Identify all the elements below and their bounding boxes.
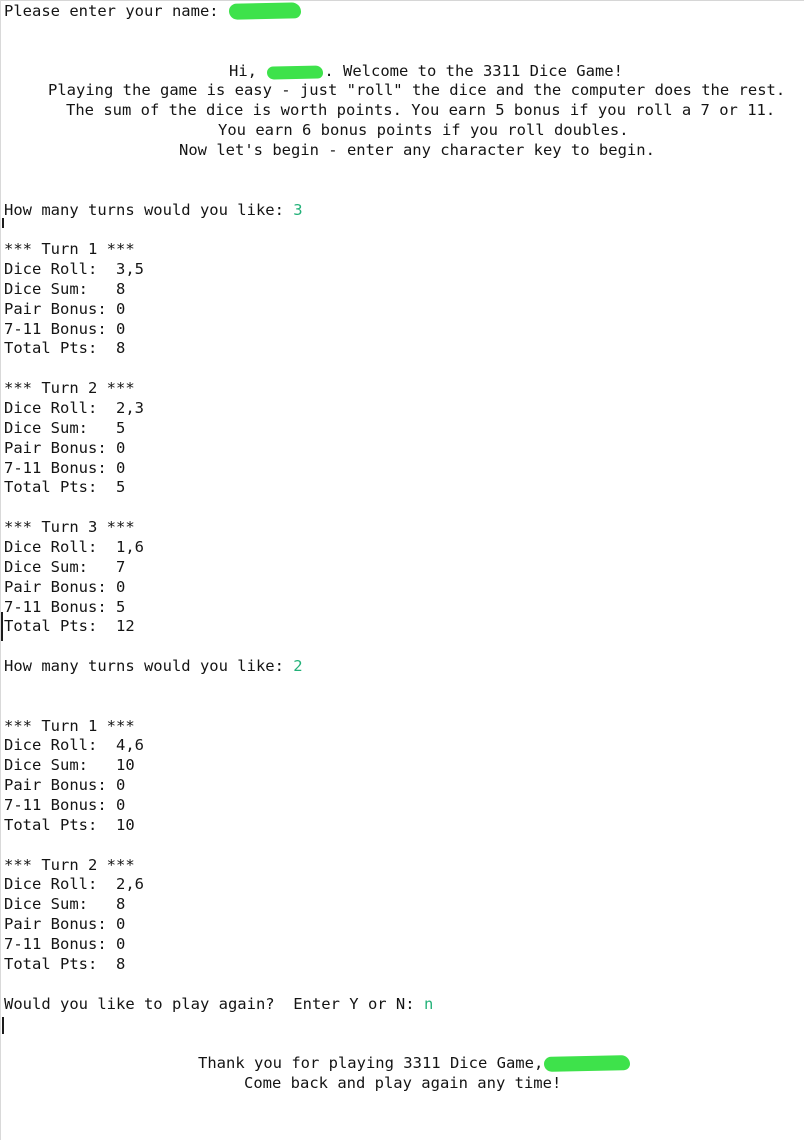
console-line: Dice Roll: 2,3: [4, 399, 144, 419]
console-text: Dice Roll: 1,6: [4, 537, 144, 556]
console-line: 7-11 Bonus: 0: [4, 935, 125, 955]
console-line: 7-11 Bonus: 0: [4, 459, 125, 479]
redaction-highlight: [544, 1055, 631, 1072]
console-text: Playing the game is easy - just "roll" t…: [48, 81, 786, 100]
console-text: 7-11 Bonus: 0: [4, 934, 126, 953]
console-text: Thank you for playing 3311 Dice Game,: [198, 1054, 544, 1073]
console-line: Total Pts: 8: [4, 955, 125, 975]
user-input-value: 3: [293, 200, 303, 219]
console-line: Come back and play again any time!: [244, 1074, 561, 1094]
console-line: Total Pts: 10: [4, 816, 135, 836]
console-line: Pair Bonus: 0: [4, 439, 125, 459]
console-text: *** Turn 2 ***: [4, 855, 135, 874]
redaction-highlight: [228, 2, 302, 20]
console-text: Come back and play again any time!: [244, 1073, 562, 1092]
console-line: Dice Roll: 2,6: [4, 875, 144, 895]
console-line: How many turns would you like: 2: [4, 657, 303, 677]
console-line: Dice Sum: 8: [4, 280, 125, 300]
console-line: Please enter your name:: [4, 2, 302, 22]
console-line: Dice Sum: 5: [4, 419, 125, 439]
console-line: Pair Bonus: 0: [4, 776, 125, 796]
console-text: *** Turn 1 ***: [4, 240, 135, 259]
console-text: Dice Sum: 7: [4, 557, 126, 576]
console-line: Dice Sum: 8: [4, 895, 125, 915]
console-text: Pair Bonus: 0: [4, 438, 126, 457]
console-text: How many turns would you like:: [4, 657, 294, 676]
console-line: Total Pts: 5: [4, 478, 125, 498]
console-line: Hi, . Welcome to the 3311 Dice Game!: [229, 62, 623, 82]
console-text: Would you like to play again? Enter Y or…: [4, 994, 424, 1013]
console-text: Dice Sum: 10: [4, 756, 135, 775]
console-line: *** Turn 2 ***: [4, 856, 135, 876]
console-text: Please enter your name:: [4, 2, 228, 20]
console-text: Pair Bonus: 0: [4, 776, 126, 795]
console-text: The sum of the dice is worth points. You…: [66, 101, 776, 120]
console-line: Would you like to play again? Enter Y or…: [4, 995, 433, 1015]
console-line: The sum of the dice is worth points. You…: [66, 101, 775, 121]
console-line: How many turns would you like: 3: [4, 201, 303, 221]
console-line: Dice Roll: 3,5: [4, 260, 144, 280]
console-text: 7-11 Bonus: 0: [4, 319, 126, 338]
console-line: You earn 6 bonus points if you roll doub…: [218, 121, 629, 141]
console-text: Total Pts: 8: [4, 339, 126, 358]
user-input-value: 2: [293, 657, 303, 676]
console-line: 7-11 Bonus: 0: [4, 796, 125, 816]
console-text: You earn 6 bonus points if you roll doub…: [218, 121, 629, 140]
console-line: *** Turn 2 ***: [4, 379, 135, 399]
console-line: Total Pts: 12: [4, 617, 135, 637]
text-cursor: [2, 1017, 4, 1034]
console-text: Pair Bonus: 0: [4, 577, 126, 596]
console-line: 7-11 Bonus: 0: [4, 320, 125, 340]
console-text: Now let's begin - enter any character ke…: [179, 140, 655, 159]
console-text: 7-11 Bonus: 0: [4, 796, 126, 814]
console-text: Total Pts: 12: [4, 617, 135, 636]
console-line: Pair Bonus: 0: [4, 915, 125, 935]
redaction-highlight: [267, 64, 324, 80]
console-line: Now let's begin - enter any character ke…: [179, 141, 655, 161]
console-text: Pair Bonus: 0: [4, 915, 126, 934]
console-line: Pair Bonus: 0: [4, 300, 125, 320]
console-text: *** Turn 3 ***: [4, 518, 135, 537]
console-line: Playing the game is easy - just "roll" t…: [48, 81, 785, 101]
console-line: Total Pts: 8: [4, 339, 125, 359]
console-line: Dice Sum: 10: [4, 756, 135, 776]
console-text: Pair Bonus: 0: [4, 299, 126, 318]
console-text: *** Turn 2 ***: [4, 379, 135, 398]
console-text: 7-11 Bonus: 5: [4, 597, 126, 616]
console-line: *** Turn 1 ***: [4, 240, 135, 260]
console-line: *** Turn 1 ***: [4, 717, 135, 737]
console-text: . Welcome to the 3311 Dice Game!: [324, 61, 623, 80]
console-text: Hi,: [229, 61, 267, 80]
console-text: Dice Roll: 2,6: [4, 875, 144, 894]
console-text: Dice Roll: 2,3: [4, 399, 144, 417]
console-text: Dice Roll: 4,6: [4, 736, 144, 755]
text-cursor: [2, 218, 4, 228]
console-line: Dice Roll: 1,6: [4, 538, 144, 558]
console-line: 7-11 Bonus: 5: [4, 598, 125, 618]
console-text: How many turns would you like:: [4, 200, 294, 219]
console-text: 7-11 Bonus: 0: [4, 458, 126, 477]
text-cursor: [1, 612, 3, 641]
console-text: Dice Roll: 3,5: [4, 260, 144, 279]
console-line: Thank you for playing 3311 Dice Game,: [198, 1054, 631, 1074]
console-line: Dice Sum: 7: [4, 558, 125, 578]
console-text: Total Pts: 5: [4, 478, 126, 497]
console-text: Dice Sum: 8: [4, 279, 126, 298]
console-text: Dice Sum: 5: [4, 418, 126, 437]
console-text: *** Turn 1 ***: [4, 716, 135, 735]
console-line: Dice Roll: 4,6: [4, 736, 144, 756]
console-text: Total Pts: 10: [4, 815, 135, 834]
console-line: Pair Bonus: 0: [4, 578, 125, 598]
console-text: Dice Sum: 8: [4, 895, 126, 914]
console-text: Total Pts: 8: [4, 954, 126, 973]
console-line: *** Turn 3 ***: [4, 518, 135, 538]
user-input-value: n: [423, 994, 434, 1013]
